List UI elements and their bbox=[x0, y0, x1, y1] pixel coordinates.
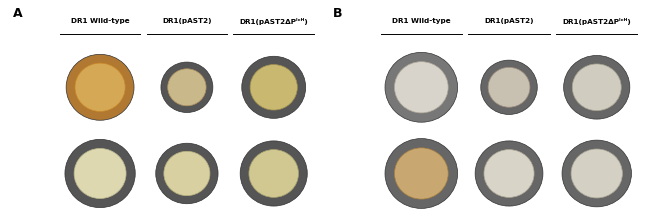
Ellipse shape bbox=[240, 141, 307, 206]
Ellipse shape bbox=[385, 52, 457, 122]
Ellipse shape bbox=[481, 60, 537, 114]
Text: DR1 Wild-type: DR1 Wild-type bbox=[392, 18, 450, 24]
Ellipse shape bbox=[65, 139, 135, 208]
Ellipse shape bbox=[161, 62, 213, 112]
Text: A: A bbox=[13, 7, 23, 20]
Text: B: B bbox=[333, 7, 342, 20]
Ellipse shape bbox=[156, 143, 218, 204]
Ellipse shape bbox=[488, 67, 530, 107]
Text: NA-TC: NA-TC bbox=[339, 162, 345, 185]
Ellipse shape bbox=[475, 141, 543, 206]
Ellipse shape bbox=[242, 56, 305, 118]
Text: NA: NA bbox=[19, 82, 25, 93]
Ellipse shape bbox=[484, 150, 534, 197]
Ellipse shape bbox=[571, 149, 622, 198]
Ellipse shape bbox=[395, 62, 448, 113]
Text: DR1(pAST2ΔPᴵᶜᴴ): DR1(pAST2ΔPᴵᶜᴴ) bbox=[239, 18, 308, 25]
Ellipse shape bbox=[564, 55, 630, 119]
Ellipse shape bbox=[168, 69, 206, 106]
Text: DR1(pAST2): DR1(pAST2) bbox=[162, 18, 212, 24]
Ellipse shape bbox=[573, 64, 621, 111]
Text: DR1 Wild-type: DR1 Wild-type bbox=[71, 18, 129, 24]
Ellipse shape bbox=[395, 148, 448, 199]
Text: NA: NA bbox=[339, 82, 345, 93]
Text: NA-TC: NA-TC bbox=[19, 162, 25, 185]
Ellipse shape bbox=[385, 139, 457, 208]
Ellipse shape bbox=[75, 63, 125, 111]
Ellipse shape bbox=[250, 65, 298, 110]
Ellipse shape bbox=[249, 150, 298, 197]
Text: DR1(pAST2ΔPᴵᶜᴴ): DR1(pAST2ΔPᴵᶜᴴ) bbox=[562, 18, 631, 25]
Ellipse shape bbox=[66, 54, 134, 120]
Ellipse shape bbox=[74, 149, 126, 198]
Ellipse shape bbox=[164, 151, 210, 196]
Ellipse shape bbox=[562, 140, 631, 207]
Text: DR1(pAST2): DR1(pAST2) bbox=[484, 18, 534, 24]
